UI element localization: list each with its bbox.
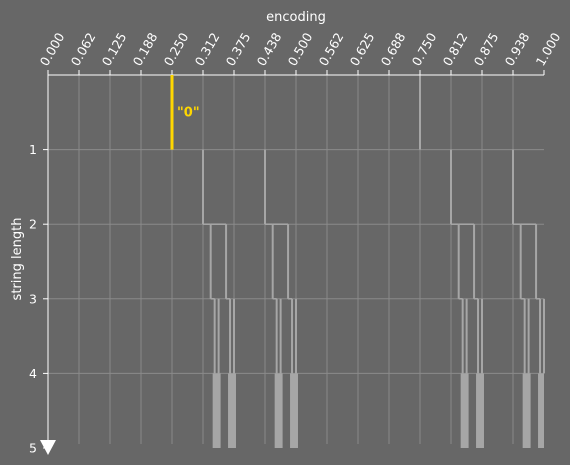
x-axis-title: encoding [266,10,326,25]
x-tick-label: 0.875 [471,30,502,69]
highlight-group: "0" [170,75,200,150]
y-tick-label: 4 [29,366,37,381]
x-tick-label: 0.062 [68,30,99,69]
y-axis-title: string length [10,218,25,301]
x-tick-label: 0.000 [37,30,68,69]
data-marks [202,75,545,448]
x-tick-label: 0.938 [502,30,533,69]
x-tick-label: 0.688 [378,30,409,69]
x-tick-label: 0.188 [130,30,161,69]
x-tick-label: 0.375 [223,30,254,69]
dense-encoding-block [538,373,544,448]
dense-encoding-block [274,373,283,448]
dense-encoding-block [290,373,298,448]
x-tick-label: 0.250 [161,30,192,69]
y-tick-labels: 1 2 3 4 5 [29,142,48,456]
x-tick-label: 0.125 [99,30,130,69]
dense-encoding-block [212,373,221,448]
dense-encoding-block [228,373,236,448]
x-tick-label: 0.625 [347,30,378,69]
highlight-label: "0" [177,105,200,120]
x-tick-labels: 0.000 0.062 0.125 0.188 0.250 0.312 0.375 0.438… [37,30,564,75]
dense-encoding-block [460,373,469,448]
x-tick-label: 0.438 [254,30,285,69]
x-tick-label: 0.562 [316,30,347,69]
dense-encoding-block [476,373,484,448]
y-tick-label: 1 [29,142,37,157]
x-tick-label: 0.500 [285,30,316,69]
y-tick-label: 5 [29,441,37,456]
x-tick-label: 0.312 [192,30,223,69]
x-tick-label: 0.812 [440,30,471,69]
x-tick-label: 1.000 [533,30,564,69]
x-tick-label: 0.750 [409,30,440,69]
y-tick-label: 3 [29,291,37,306]
dense-encoding-block [522,373,531,448]
y-tick-label: 2 [29,217,37,232]
